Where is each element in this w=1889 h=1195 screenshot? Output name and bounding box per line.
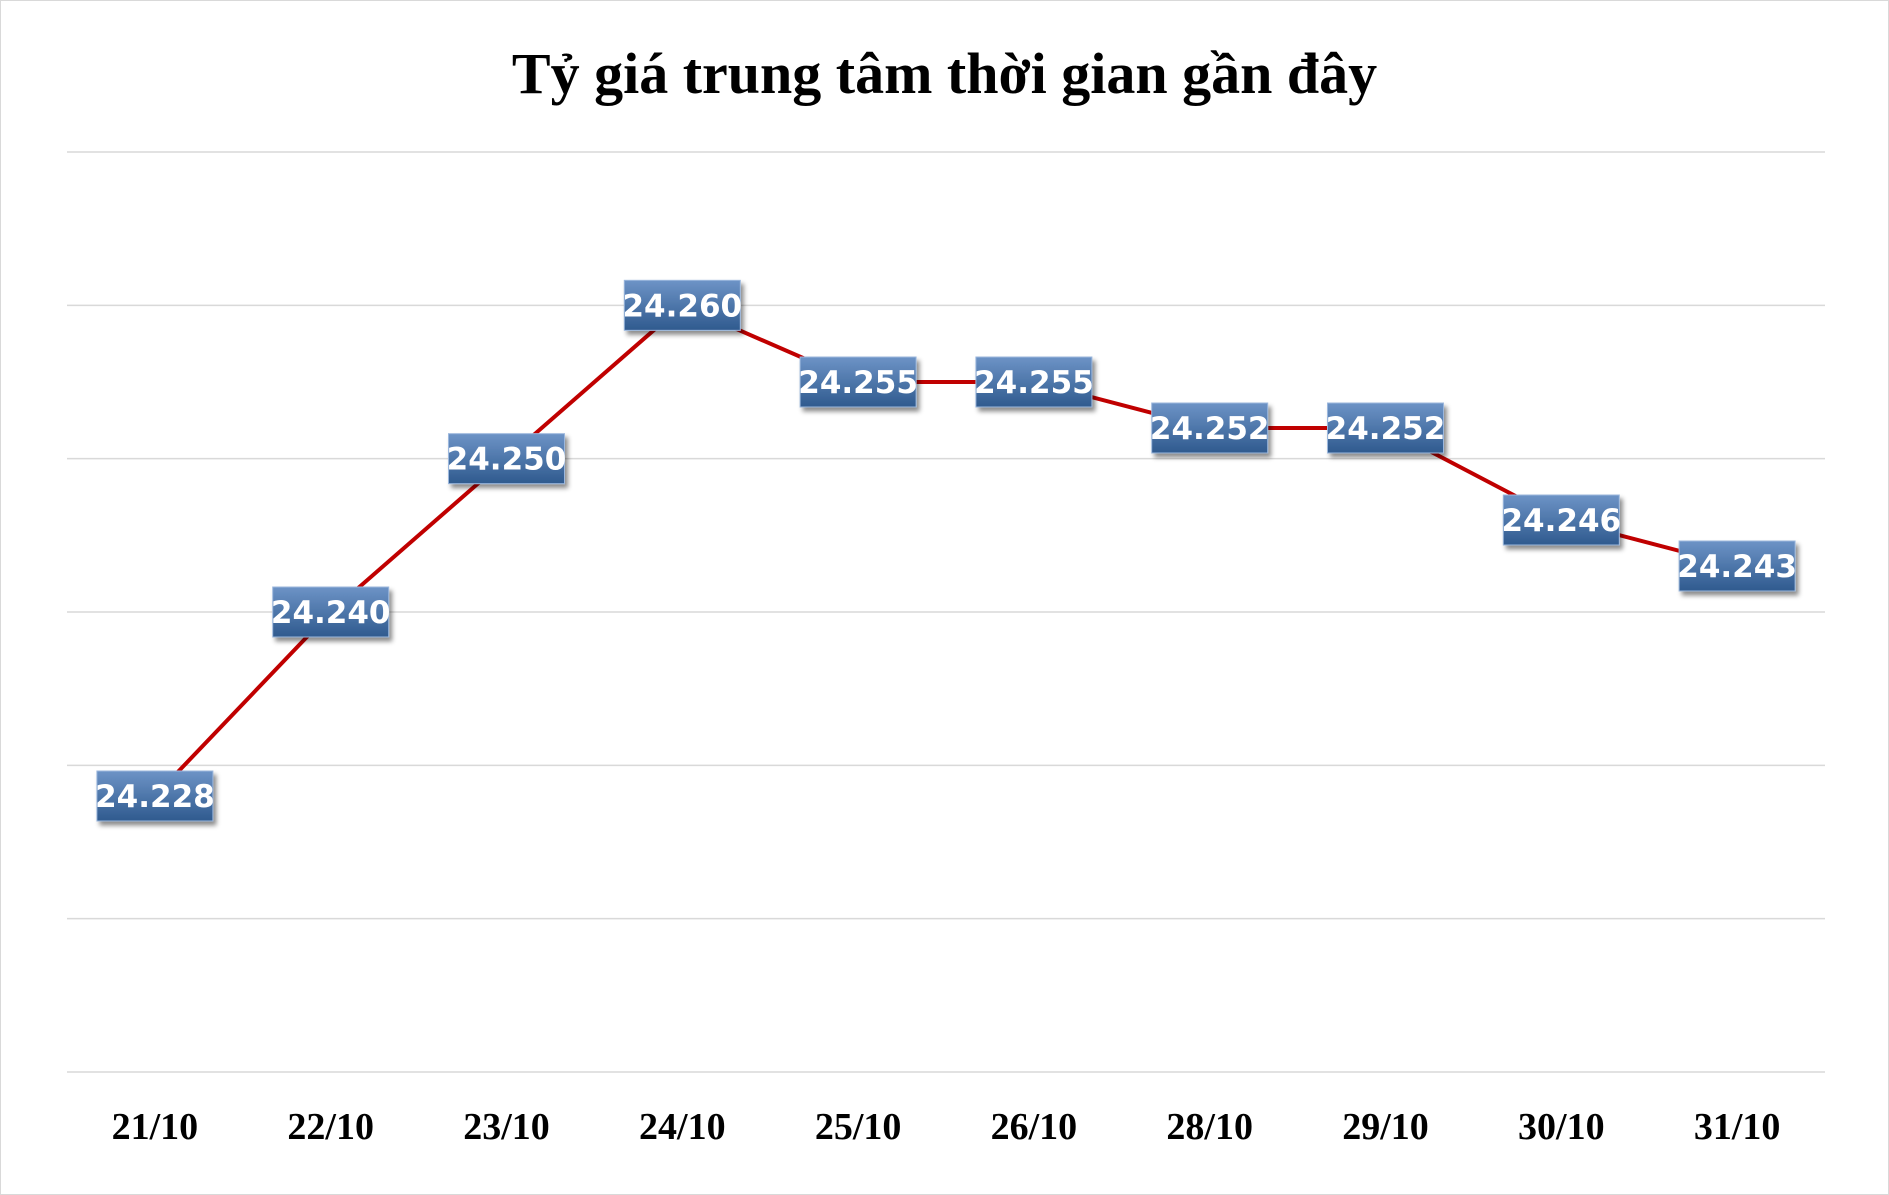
data-label: 24.252	[1150, 402, 1270, 454]
gridlines	[67, 151, 1825, 1073]
data-label-text: 24.260	[622, 288, 742, 324]
data-label-box	[96, 770, 214, 822]
data-labels: 24.228 24.240 24.250 24.260 24.255 24.255 24.2…	[95, 279, 1797, 822]
x-tick-label: 21/10	[112, 1106, 199, 1148]
x-tick-label: 30/10	[1518, 1106, 1605, 1148]
data-label-text: 24.243	[1677, 549, 1797, 585]
data-label-text: 24.250	[447, 442, 567, 478]
data-label: 24.250	[447, 433, 567, 485]
data-label-text: 24.252	[1150, 411, 1270, 447]
data-label-box	[1151, 402, 1269, 454]
data-label-box	[623, 279, 741, 331]
x-tick-label: 31/10	[1694, 1106, 1781, 1148]
data-label: 24.246	[1501, 494, 1621, 546]
data-label-text: 24.240	[271, 595, 391, 631]
x-axis: 21/10 22/10 23/10 24/10 25/10 26/10 28/10 29/10…	[112, 1106, 1781, 1148]
data-label-box	[799, 356, 917, 408]
series-line-0	[153, 303, 1738, 798]
x-tick-label: 24/10	[639, 1106, 726, 1148]
data-label-box	[1327, 402, 1444, 454]
data-label: 24.240	[271, 586, 391, 638]
series-line-layer	[151, 302, 1741, 799]
data-label-text: 24.246	[1501, 503, 1621, 539]
data-label-text: 24.255	[798, 365, 918, 401]
x-tick-label: 22/10	[287, 1106, 374, 1148]
data-label-text: 24.255	[974, 365, 1094, 401]
data-label: 24.243	[1677, 540, 1797, 592]
data-label: 24.228	[95, 770, 215, 822]
data-label: 24.255	[974, 356, 1094, 408]
chart-title: Tỷ giá trung tâm thời gian gần đây	[511, 41, 1378, 106]
x-tick-label: 25/10	[815, 1106, 902, 1148]
x-tick-label: 23/10	[463, 1106, 550, 1148]
data-label: 24.252	[1326, 402, 1446, 454]
x-tick-label: 29/10	[1342, 1106, 1429, 1148]
data-label-box	[1502, 494, 1620, 546]
data-label-box	[448, 433, 565, 485]
data-label-text: 24.252	[1326, 411, 1446, 447]
data-label: 24.260	[622, 279, 742, 331]
data-label: 24.255	[798, 356, 918, 408]
data-label-box	[1678, 540, 1796, 592]
data-label-text: 24.228	[95, 779, 215, 815]
data-label-box	[272, 586, 390, 638]
x-tick-label: 26/10	[991, 1106, 1078, 1148]
x-tick-label: 28/10	[1166, 1106, 1253, 1148]
data-label-box	[975, 356, 1093, 408]
